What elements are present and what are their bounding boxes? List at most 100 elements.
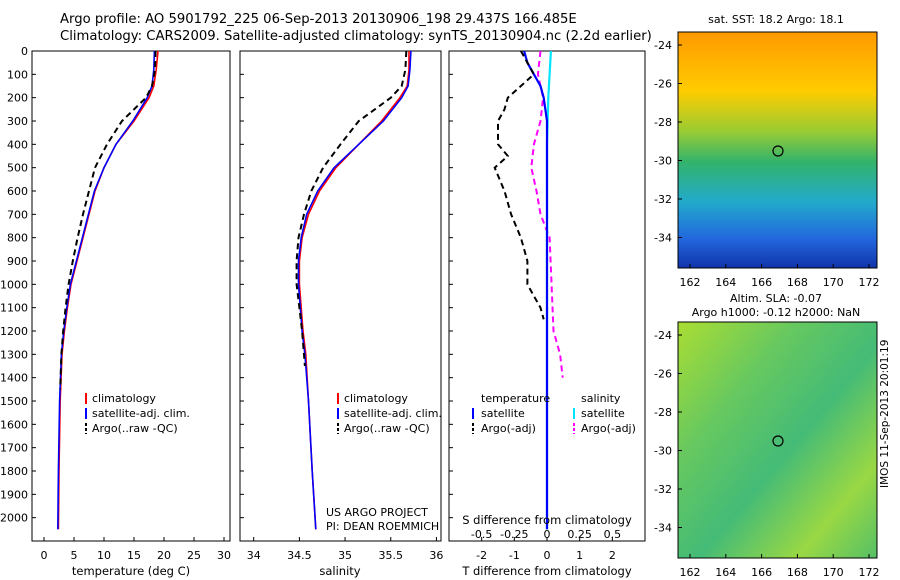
legend-S-satellite: satellite (581, 407, 625, 420)
depth-tick-label: 100 (7, 68, 28, 81)
pi-note: PI: DEAN ROEMMICH (326, 520, 439, 533)
legend-climatology: climatology (92, 392, 156, 405)
series-line-argo-raw-qc- (295, 50, 408, 367)
map-x-tick-label: 164 (715, 276, 736, 289)
series-line-satellite-adj-clim- (297, 50, 412, 530)
legend-salinity-title: salinity (581, 392, 621, 405)
map-x-tick-label: 172 (859, 566, 880, 579)
map-y-tick-label: -32 (654, 193, 672, 206)
x-tick-label-T: -2 (476, 549, 487, 562)
depth-axis: 0 100 200 300 400 500 600 700 800 900 1000 1100 1200… (0, 45, 453, 525)
map-y-tick-label: -26 (654, 368, 672, 381)
legend-climatology: climatology (344, 392, 408, 405)
depth-tick-label: 1900 (0, 488, 28, 501)
map-y-tick-label: -26 (654, 78, 672, 91)
map-x-tick-label: 166 (751, 566, 772, 579)
map-y-tick-label: -34 (654, 522, 672, 535)
sst-map-axes: -24 -26 -28 -30 -32 -34 162 164 166 168 170 172 (654, 39, 879, 289)
map-y-tick-label: -24 (654, 39, 672, 52)
legend-T-satellite: satellite (481, 407, 525, 420)
map-y-tick-label: -28 (654, 406, 672, 419)
sst-map (677, 31, 878, 269)
depth-tick-label: 1400 (0, 372, 28, 385)
depth-tick-label: 1000 (0, 278, 28, 291)
difference-legend: temperature satellite Argo(-adj) salinit… (472, 392, 636, 435)
depth-tick-label: 1600 (0, 418, 28, 431)
x-tick-label-S: 0.5 (604, 528, 622, 541)
difference-xlabel: T difference from climatology (461, 564, 632, 578)
map-x-tick-label: 162 (680, 276, 701, 289)
map-x-tick-label: 164 (715, 566, 736, 579)
series-line-satellite-adj-clim- (57, 50, 156, 530)
sst-map-title: sat. SST: 18.2 Argo: 18.1 (708, 13, 844, 26)
depth-tick-label: 800 (7, 232, 28, 245)
map-y-tick-label: -34 (654, 232, 672, 245)
depth-tick-label: 700 (7, 208, 28, 221)
sst-argo-marker (772, 145, 784, 157)
legend-satellite: satellite-adj. clim. (344, 407, 442, 420)
x-tick-label: 15 (127, 549, 141, 562)
legend-S-argo: Argo(-adj) (581, 422, 636, 435)
x-tick-label: 35.5 (379, 549, 404, 562)
legend-T-argo: Argo(-adj) (481, 422, 536, 435)
legend-argo: Argo(..raw -QC) (344, 422, 430, 435)
series-line-T-argo (493, 50, 545, 320)
temperature-xlabel: temperature (deg C) (72, 564, 190, 578)
depth-tick-label: 1300 (0, 348, 28, 361)
depth-tick-label: 0 (21, 45, 28, 58)
series-line-climatology (57, 50, 159, 530)
x-tick-label-S: 0.25 (567, 528, 592, 541)
x-tick-label: 20 (157, 549, 171, 562)
depth-tick-label: 500 (7, 162, 28, 175)
legend-temperature-title: temperature (481, 392, 550, 405)
map-x-tick-label: 172 (859, 276, 880, 289)
x-tick-label: 0 (41, 549, 48, 562)
depth-tick-label: 300 (7, 115, 28, 128)
map-x-tick-label: 166 (751, 276, 772, 289)
x-tick-label-T: 0 (544, 549, 551, 562)
depth-tick-label: 1500 (0, 395, 28, 408)
x-tick-label-T: -1 (509, 549, 520, 562)
x-tick-label: 34 (247, 549, 261, 562)
difference-top-label: S difference from climatology (462, 513, 632, 527)
map-y-tick-label: -30 (654, 155, 672, 168)
depth-tick-label: 600 (7, 185, 28, 198)
depth-tick-label: 1200 (0, 325, 28, 338)
salinity-panel-frame (239, 50, 442, 542)
map-y-tick-label: -24 (654, 329, 672, 342)
series-line-climatology (298, 51, 410, 530)
x-tick-label: 35 (338, 549, 352, 562)
legend-argo: Argo(..raw -QC) (92, 422, 178, 435)
x-tick-label: 25 (187, 549, 201, 562)
map-y-tick-label: -30 (654, 445, 672, 458)
difference-plot: -2 -1 0 1 2 -0.5 -0.25 0 0.25 0.5 (471, 50, 622, 562)
figure-title-line1: Argo profile: AO 5901792_225 06-Sep-2013… (60, 12, 577, 27)
depth-tick-label: 200 (7, 92, 28, 105)
salinity-legend: climatology satellite-adj. clim. Argo(..… (337, 392, 442, 435)
map-y-tick-label: -28 (654, 116, 672, 129)
sla-map-title-1: Altim. SLA: -0.07 (730, 292, 822, 305)
salinity-plot: 34 34.5 35 35.5 36 (247, 50, 443, 562)
x-tick-label-S: -0.25 (500, 528, 528, 541)
x-tick-label: 10 (97, 549, 111, 562)
sla-argo-marker (772, 435, 784, 447)
map-x-tick-label: 168 (787, 566, 808, 579)
x-tick-label: 30 (217, 549, 231, 562)
depth-tick-label: 1100 (0, 302, 28, 315)
sla-map (677, 321, 878, 559)
legend-satellite: satellite-adj. clim. (92, 407, 190, 420)
x-tick-label-S: -0.5 (471, 528, 492, 541)
project-note: US ARGO PROJECT (326, 506, 428, 519)
depth-tick-label: 2000 (0, 512, 28, 525)
x-tick-label: 5 (71, 549, 78, 562)
salinity-xlabel: salinity (319, 564, 360, 578)
map-x-tick-label: 162 (680, 566, 701, 579)
depth-tick-label: 1800 (0, 465, 28, 478)
depth-tick-label: 900 (7, 255, 28, 268)
series-line-argo-raw-qc- (59, 50, 157, 390)
sla-map-title-2: Argo h1000: -0.12 h2000: NaN (692, 306, 861, 319)
x-tick-label-S: 0 (544, 528, 551, 541)
temperature-panel-frame (31, 50, 231, 542)
x-tick-label: 34.5 (287, 549, 312, 562)
